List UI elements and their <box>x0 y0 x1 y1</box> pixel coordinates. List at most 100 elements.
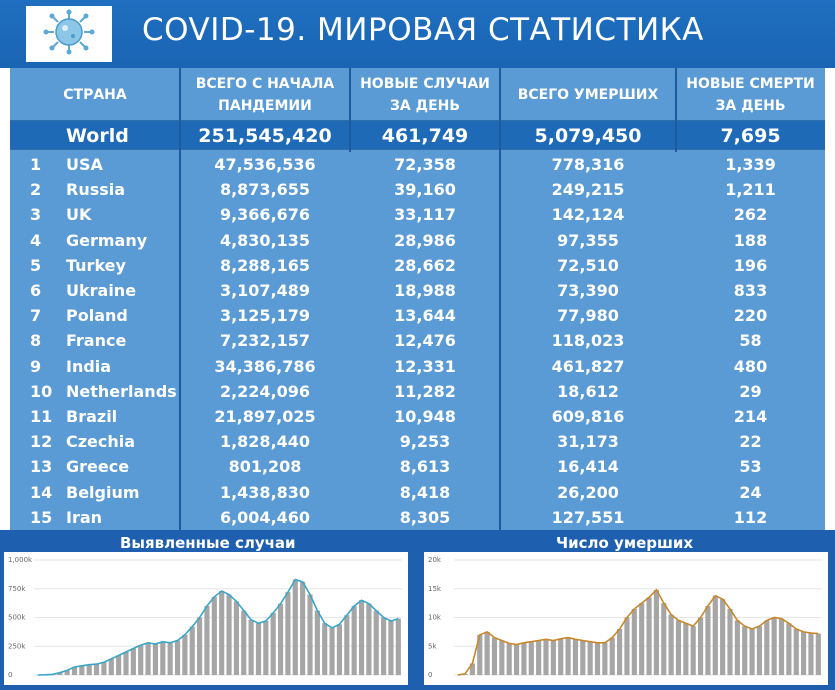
chart-bar <box>756 626 763 675</box>
chart-bar <box>366 603 372 675</box>
table-row: 2 Russia 8,873,655 39,160 249,215 1,211 <box>10 177 825 202</box>
row-total-deaths: 127,551 <box>551 507 625 527</box>
row-country: Ukraine <box>66 281 137 301</box>
charts-section: Выявленные случаи Число умерших 0 250k 500… <box>0 530 835 690</box>
chart-bar <box>594 642 601 675</box>
y-tick-label: 15k <box>428 585 442 593</box>
row-country: Czechia <box>66 432 136 452</box>
table-row: 10 Netherlands 2,224,096 11,282 18,612 29 <box>10 379 825 404</box>
world-total: 251,545,420 <box>198 125 332 147</box>
row-total-deaths: 77,980 <box>557 306 619 326</box>
row-total-cases: 34,386,786 <box>214 356 316 376</box>
chart-bar <box>697 617 704 675</box>
world-new: 461,749 <box>381 125 469 147</box>
chart-bar <box>764 620 770 675</box>
chart-bar <box>395 618 401 675</box>
row-country: Belgium <box>66 482 140 502</box>
chart-bar <box>270 612 276 675</box>
chart-bar <box>477 634 483 675</box>
header-country: СТРАНА <box>63 87 127 103</box>
row-rank: 2 <box>30 180 42 200</box>
chart-bar <box>617 629 623 675</box>
row-country: USA <box>66 155 103 175</box>
row-total-cases: 8,873,655 <box>219 180 311 200</box>
row-total-cases: 1,438,830 <box>219 482 311 502</box>
row-new-deaths: 53 <box>739 457 762 477</box>
y-tick-label: 500k <box>8 614 26 622</box>
chart-bar <box>727 608 733 675</box>
chart-bar <box>255 623 262 675</box>
row-total-deaths: 18,612 <box>557 381 619 401</box>
row-rank: 13 <box>30 457 53 477</box>
chart-bar <box>513 644 520 675</box>
row-total-deaths: 31,173 <box>557 432 619 452</box>
chart-bar <box>138 645 144 675</box>
world-name: World <box>66 125 129 147</box>
chart-bar <box>778 618 785 675</box>
row-rank: 9 <box>30 356 42 376</box>
chart-bar <box>793 629 799 675</box>
chart-bar <box>705 606 711 675</box>
row-new-cases: 72,358 <box>394 155 456 175</box>
column-divider <box>179 68 181 530</box>
table-row: 6 Ukraine 3,107,489 18,988 73,390 833 <box>10 278 825 303</box>
chart-bar <box>639 603 645 675</box>
row-country: Brazil <box>66 406 118 426</box>
chart-bar <box>233 601 239 675</box>
chart-bar <box>160 641 166 675</box>
table-row: 7 Poland 3,125,179 13,644 77,980 220 <box>10 303 825 328</box>
chart-bar <box>801 631 807 675</box>
chart-bar <box>536 640 542 675</box>
row-country: Netherlands <box>66 381 177 401</box>
row-country: Russia <box>66 180 126 200</box>
header-bar: COVID-19. МИРОВАЯ СТАТИСТИКА <box>0 0 835 68</box>
y-tick-label: 250k <box>8 642 26 650</box>
chart-bar <box>64 670 70 675</box>
row-new-deaths: 214 <box>733 406 768 426</box>
row-total-cases: 9,366,676 <box>219 205 311 225</box>
row-total-deaths: 461,827 <box>551 356 625 376</box>
row-country: Turkey <box>66 255 126 275</box>
header-new-cases: НОВЫЕ СЛУЧАИ ЗА ДЕНЬ <box>350 68 500 120</box>
row-rank: 5 <box>30 255 42 275</box>
chart-bar <box>808 633 814 675</box>
row-total-cases: 1,828,440 <box>219 432 311 452</box>
average-line <box>457 588 819 676</box>
chart-bar <box>720 599 726 675</box>
chart-bar <box>307 594 313 675</box>
header-total-line1: ВСЕГО С НАЧАЛА <box>195 76 335 92</box>
column-divider <box>499 68 501 530</box>
header-total-cases: ВСЕГО С НАЧАЛА ПАНДЕМИИ <box>180 68 350 120</box>
chart-bar <box>734 620 740 675</box>
row-new-deaths: 833 <box>733 281 768 301</box>
chart-bar <box>130 648 136 675</box>
row-total-deaths: 97,355 <box>557 230 619 250</box>
row-country: UK <box>66 205 92 225</box>
table-row: 4 Germany 4,830,135 28,986 97,355 188 <box>10 228 825 253</box>
header-new-deaths: НОВЫЕ СМЕРТИ ЗА ДЕНЬ <box>676 68 825 120</box>
row-new-deaths: 1,339 <box>725 155 776 175</box>
row-new-cases: 13,644 <box>394 306 456 326</box>
chart-bar <box>543 639 549 675</box>
chart-bar <box>152 643 159 675</box>
chart-bar <box>226 594 232 675</box>
row-total-deaths: 26,200 <box>557 482 619 502</box>
row-new-cases: 10,948 <box>394 406 456 426</box>
table-row: 12 Czechia 1,828,440 9,253 31,173 22 <box>10 429 825 454</box>
chart-bar <box>712 595 718 675</box>
deaths-chart: 0 5k 10k 15k 20k <box>424 552 828 685</box>
y-tick-label: 0 <box>8 671 12 679</box>
y-tick-label: 1,000k <box>8 556 33 564</box>
chart-bar <box>587 641 593 675</box>
row-total-deaths: 249,215 <box>551 180 625 200</box>
chart-bar <box>277 603 284 675</box>
row-new-cases: 28,662 <box>394 255 456 275</box>
header-total-deaths: ВСЕГО УМЕРШИХ <box>517 87 659 103</box>
row-new-cases: 9,253 <box>399 432 451 452</box>
row-new-cases: 33,117 <box>394 205 456 225</box>
row-rank: 3 <box>30 205 42 225</box>
statistics-table: СТРАНА ВСЕГО С НАЧАЛА ПАНДЕМИИ НОВЫЕ СЛУ… <box>10 68 825 530</box>
row-total-deaths: 118,023 <box>551 331 625 351</box>
chart-bar <box>71 666 78 675</box>
chart-bar <box>322 623 328 675</box>
